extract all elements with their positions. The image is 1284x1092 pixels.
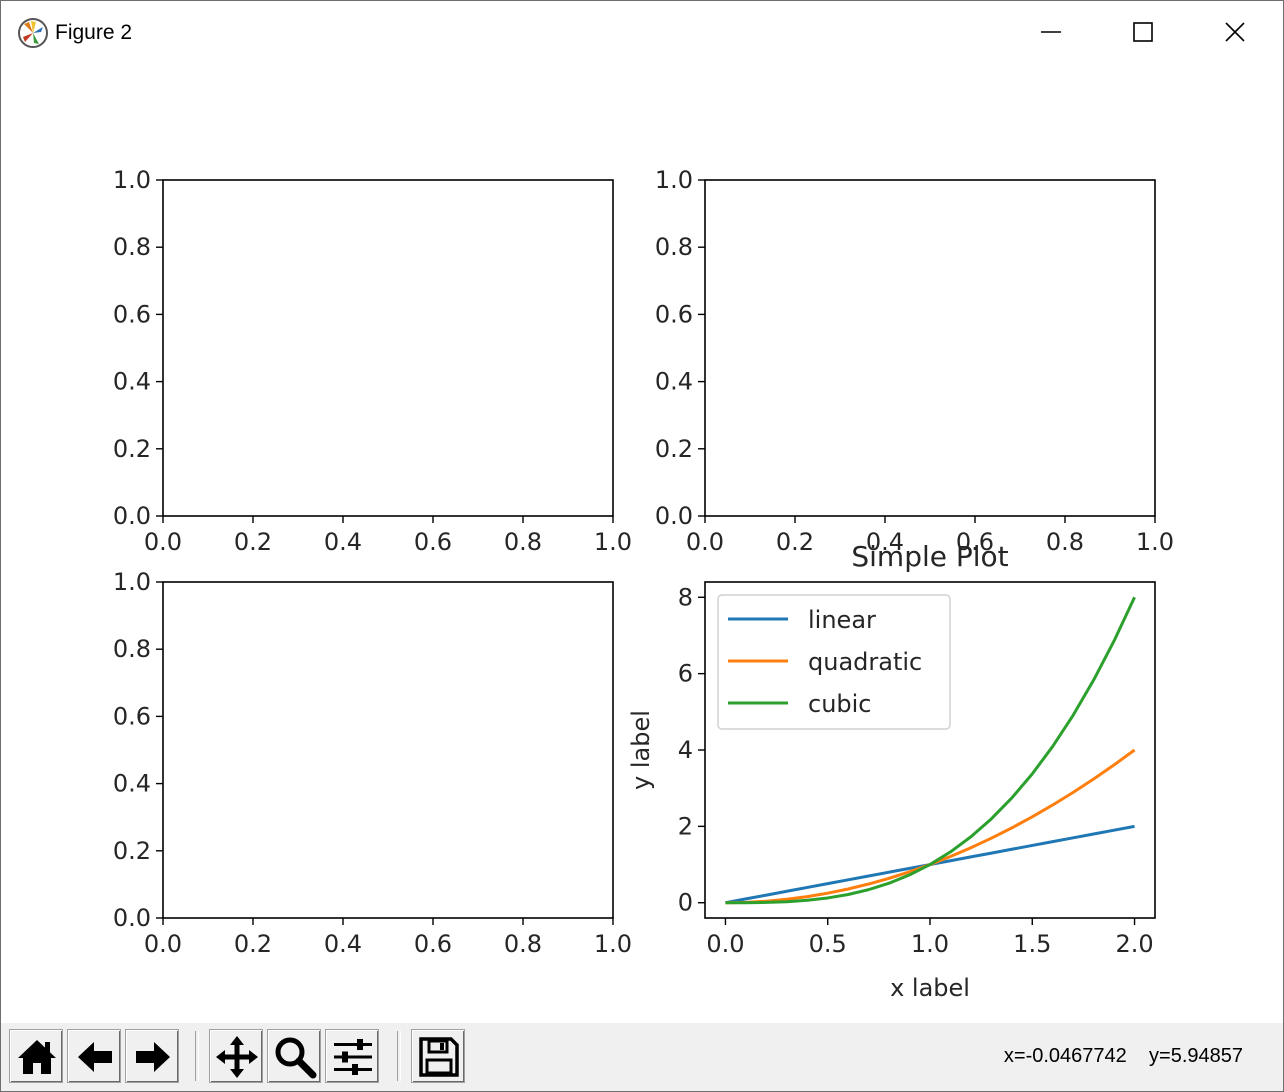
x-tick-label: 0.2 [234,930,272,958]
close-icon [1225,22,1245,42]
y-tick-label: 0.0 [113,904,151,932]
minimize-button[interactable] [1005,1,1097,63]
toolbar-separator [397,1031,401,1081]
subplot-4 [698,581,1156,925]
window-title: Figure 2 [55,21,133,44]
series-line-cubic [725,596,1136,905]
x-tick-label: 0.0 [144,930,182,958]
y-tick-label: 0.2 [113,837,151,865]
x-tick-label: 0.4 [866,528,904,556]
x-tick-label: 0.6 [956,528,994,556]
x-tick-label: 0.5 [809,930,847,958]
legend-label-cubic: cubic [808,690,872,718]
y-tick-label: 6 [678,660,693,688]
figure-plot-area[interactable]: 0.0 0.2 0.4 0.6 0.8 1.00.00.20.40.60.81.00.0 0… [1,65,1283,1023]
x-tick-label: 0.0 [686,528,724,556]
y-tick-label: 4 [678,736,693,764]
home-icon [18,1040,56,1074]
zoom-button[interactable] [267,1029,321,1083]
x-tick-label: 0.6 [414,528,452,556]
move-icon [216,1036,258,1078]
minimize-icon [1041,31,1061,33]
y-tick-label: 2 [678,812,693,840]
x-tick-label: 0.0 [706,930,744,958]
pan-button[interactable] [209,1029,263,1083]
toolbar-separator [195,1031,199,1081]
y-tick-label: 1.0 [113,166,151,194]
sliders-icon [334,1039,372,1075]
y-tick-label: 1.0 [113,568,151,596]
y-tick-label: 0.6 [655,300,693,328]
legend-label-quadratic: quadratic [808,648,922,676]
series-line-quadratic [725,748,1136,905]
y-axis-label: y label [627,710,655,790]
matplotlib-icon [17,17,49,49]
cursor-coordinates: x=-0.0467742 y=5.94857 [1003,1045,1243,1067]
x-tick-label: 1.5 [1013,930,1051,958]
home-button[interactable] [9,1029,63,1083]
x-tick-label: 1.0 [594,528,632,556]
y-tick-label: 0.8 [113,233,151,261]
y-tick-label: 0.2 [113,435,151,463]
forward-arrow-icon [136,1042,170,1072]
title-bar[interactable]: Figure 2 [1,1,1283,65]
y-tick-label: 0.8 [113,635,151,663]
save-button[interactable] [411,1029,465,1083]
magnifier-icon [275,1037,317,1079]
x-tick-label: 1.0 [1136,528,1174,556]
maximize-icon [1133,22,1153,42]
subplot-1 [156,179,614,523]
y-tick-label: 0 [678,889,693,917]
legend-box [717,594,951,730]
navigation-toolbar: x=-0.0467742 y=5.94857 [1,1023,1283,1091]
forward-button[interactable] [125,1029,179,1083]
back-arrow-icon [78,1042,112,1072]
x-tick-label: 0.0 [144,528,182,556]
back-button[interactable] [67,1029,121,1083]
close-button[interactable] [1189,1,1281,63]
x-tick-label: 0.2 [234,528,272,556]
x-tick-label: 0.2 [776,528,814,556]
x-tick-label: 1.0 [594,930,632,958]
x-tick-label: 2.0 [1115,930,1153,958]
subplot-3 [156,581,614,925]
x-tick-label: 1.0 [911,930,949,958]
x-tick-label: 0.4 [324,930,362,958]
axes-frame [704,179,1156,517]
legend-label-linear: linear [808,606,876,634]
x-axis-label: x label [890,974,970,1002]
y-tick-label: 0.6 [113,300,151,328]
y-tick-label: 0.4 [655,368,693,396]
y-tick-label: 0.6 [113,702,151,730]
x-tick-label: 0.4 [324,528,362,556]
axes-frame [162,179,614,517]
x-tick-label: 0.8 [504,930,542,958]
y-tick-label: 0.4 [113,770,151,798]
maximize-button[interactable] [1097,1,1189,63]
y-tick-label: 1.0 [655,166,693,194]
y-tick-label: 0.4 [113,368,151,396]
figure-canvas[interactable]: 0.0 0.2 0.4 0.6 0.8 1.0 0.0 0.2 0.4 0.6 0.8 1.0 0.0 0… [1,65,1283,1023]
subplot-2 [698,179,1156,523]
plot-title: Simple Plot [851,540,1008,573]
y-tick-label: 0.0 [113,502,151,530]
subplots-button[interactable] [325,1029,379,1083]
y-tick-label: 0.2 [655,435,693,463]
x-tick-label: 0.8 [1046,528,1084,556]
y-tick-label: 0.0 [655,502,693,530]
axes-frame [162,581,614,919]
y-tick-label: 0.8 [655,233,693,261]
floppy-disk-icon [419,1037,459,1077]
x-tick-label: 0.6 [414,930,452,958]
x-tick-label: 0.8 [504,528,542,556]
y-tick-label: 8 [678,583,693,611]
